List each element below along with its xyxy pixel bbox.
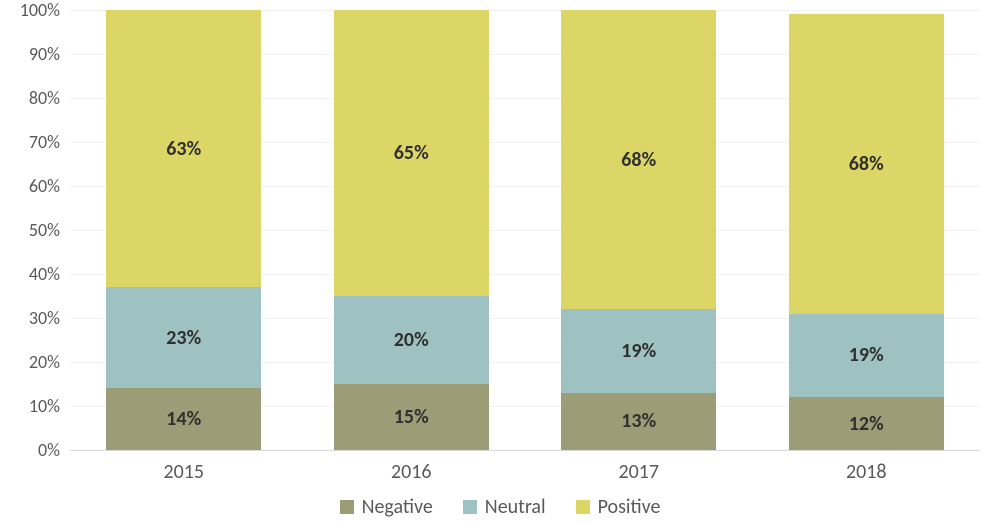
y-tick-label: 90% [0, 43, 60, 65]
x-tick-label: 2018 [806, 460, 926, 484]
legend-swatch [340, 500, 354, 514]
bar-segment: 23% [106, 287, 261, 388]
legend-item: Negative [340, 495, 433, 519]
bar-segment-label: 20% [394, 328, 429, 352]
stacked-bar-chart: 14% 23% 63% 15% 20% 65% 13% 19% 68% 12% 19% 68% Neg… [0, 0, 1000, 524]
y-tick-label: 20% [0, 351, 60, 373]
bar-segment: 14% [106, 388, 261, 450]
bar-segment: 13% [561, 393, 716, 450]
y-tick-label: 60% [0, 175, 60, 197]
y-tick-label: 50% [0, 219, 60, 241]
bar-segment: 63% [106, 10, 261, 287]
legend-swatch [463, 500, 477, 514]
y-tick-label: 100% [0, 0, 60, 21]
bar-group: 13% 19% 68% [561, 10, 716, 450]
bar-segment: 19% [561, 309, 716, 393]
bar-segment-label: 68% [621, 148, 656, 172]
bar-segment-label: 63% [166, 137, 201, 161]
y-tick-label: 40% [0, 263, 60, 285]
legend-label: Neutral [485, 495, 546, 519]
legend-swatch [576, 500, 590, 514]
bar-segment-label: 65% [394, 141, 429, 165]
bar-segment: 15% [334, 384, 489, 450]
bar-segment-label: 19% [849, 343, 884, 367]
legend-item: Positive [576, 495, 661, 519]
gridline [70, 450, 980, 451]
bar-segment: 68% [789, 14, 944, 313]
bar-segment-label: 13% [621, 409, 656, 433]
y-tick-label: 0% [0, 439, 60, 461]
bar-segment: 20% [334, 296, 489, 384]
legend-label: Negative [362, 495, 433, 519]
bar-segment-label: 14% [166, 407, 201, 431]
x-tick-label: 2015 [124, 460, 244, 484]
bar-segment-label: 12% [849, 412, 884, 436]
bar-segment-label: 23% [166, 326, 201, 350]
bar-segment: 65% [334, 10, 489, 296]
bar-segment: 68% [561, 10, 716, 309]
plot-area: 14% 23% 63% 15% 20% 65% 13% 19% 68% 12% 19% 68% [70, 10, 980, 450]
x-tick-label: 2016 [351, 460, 471, 484]
bar-segment: 19% [789, 314, 944, 398]
bars-layer: 14% 23% 63% 15% 20% 65% 13% 19% 68% 12% 19% 68% [70, 10, 980, 450]
legend: Negative Neutral Positive [0, 495, 1000, 519]
y-tick-label: 10% [0, 395, 60, 417]
bar-segment-label: 68% [849, 152, 884, 176]
bar-group: 12% 19% 68% [789, 10, 944, 450]
bar-segment: 12% [789, 397, 944, 450]
bar-segment-label: 19% [621, 339, 656, 363]
y-tick-label: 80% [0, 87, 60, 109]
y-tick-label: 30% [0, 307, 60, 329]
bar-group: 14% 23% 63% [106, 10, 261, 450]
bar-group: 15% 20% 65% [334, 10, 489, 450]
x-tick-label: 2017 [579, 460, 699, 484]
legend-item: Neutral [463, 495, 546, 519]
bar-segment-label: 15% [394, 405, 429, 429]
legend-label: Positive [598, 495, 661, 519]
y-tick-label: 70% [0, 131, 60, 153]
